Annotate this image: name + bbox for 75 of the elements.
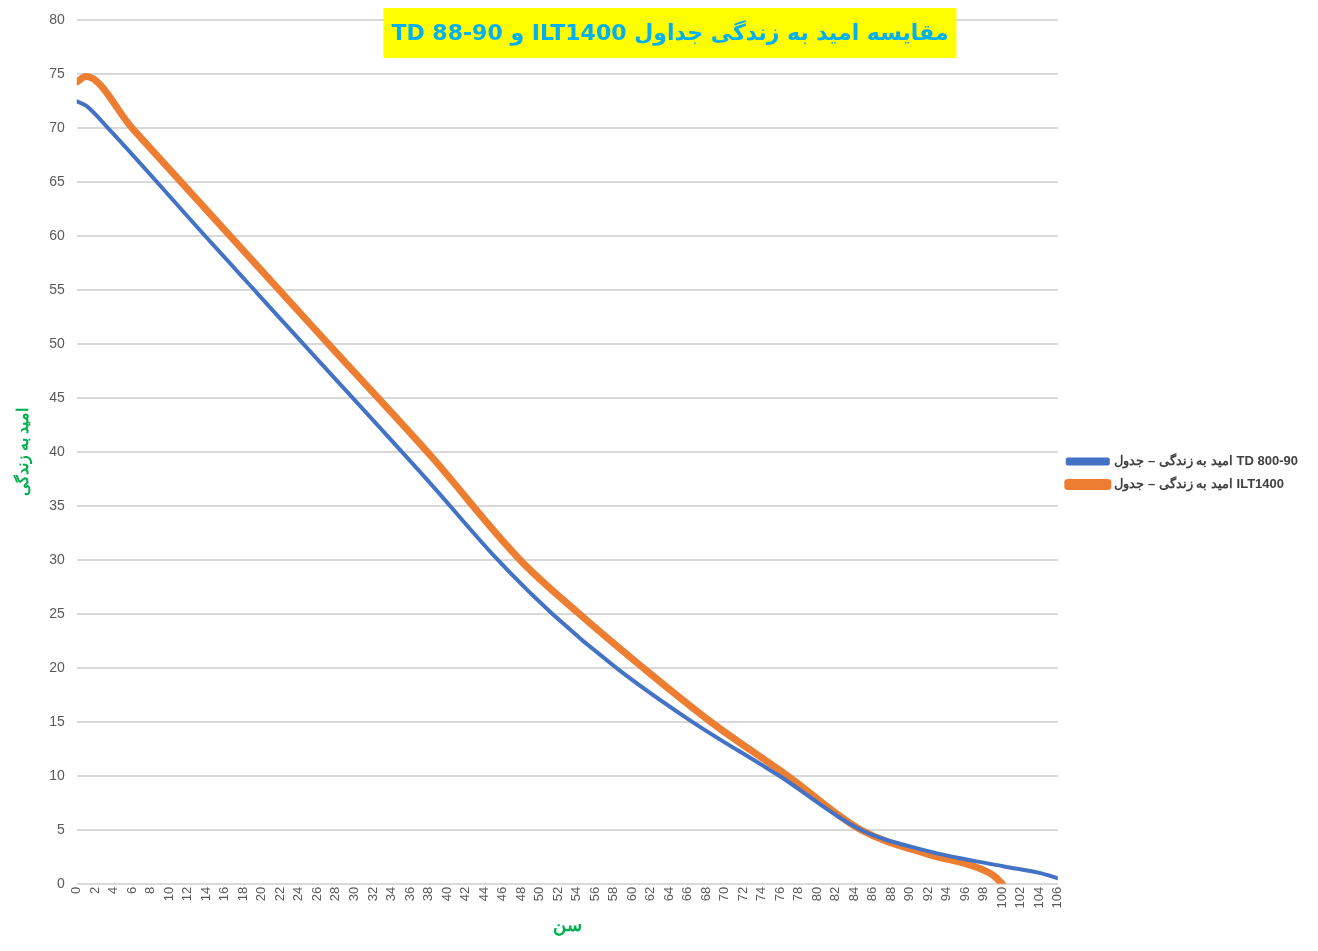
x-tick-label: 12 <box>179 886 195 902</box>
x-tick-label: 104 <box>1030 886 1046 909</box>
x-tick-label: 4 <box>105 886 121 894</box>
x-tick-label: 62 <box>642 886 658 902</box>
x-tick-label: 80 <box>808 886 824 902</box>
y-tick-label: 50 <box>49 335 65 351</box>
y-tick-label: 75 <box>49 65 65 82</box>
y-tick-label: 10 <box>49 766 65 783</box>
x-tick-label: 66 <box>679 886 695 902</box>
y-tick-label: 15 <box>49 712 65 729</box>
x-tick-label: 92 <box>919 886 935 902</box>
x-tick-label: 60 <box>623 886 639 902</box>
y-tick-label: 35 <box>49 496 65 513</box>
x-tick-label: 2 <box>86 886 102 894</box>
x-tick-label: 46 <box>494 886 510 902</box>
x-tick-label: 48 <box>512 886 528 902</box>
x-tick-label: 34 <box>383 886 399 902</box>
x-tick-label: 44 <box>475 886 491 902</box>
x-axis-title: سن <box>552 915 582 937</box>
x-tick-label: 90 <box>901 886 917 902</box>
x-tick-label: 82 <box>827 886 843 902</box>
y-tick-label: 20 <box>49 658 65 675</box>
x-tick-label: 106 <box>1049 886 1065 909</box>
x-tick-label: 58 <box>605 886 621 902</box>
x-tick-label: 32 <box>364 886 380 902</box>
y-tick-label: 5 <box>56 820 65 837</box>
y-tick-label: 45 <box>49 388 65 405</box>
x-tick-label: 76 <box>771 886 787 902</box>
x-tick-label: 72 <box>734 886 750 902</box>
y-tick-label: 30 <box>49 550 65 567</box>
x-tick-label: 24 <box>290 886 306 902</box>
x-tick-label: 22 <box>271 886 287 902</box>
x-tick-label: 36 <box>401 886 417 902</box>
y-tick-label: 25 <box>49 604 65 621</box>
x-tick-label: 56 <box>586 886 602 902</box>
x-tick-label: 54 <box>568 886 584 902</box>
legend-label: امید به زندگی – جدول TD 800-90 <box>1114 452 1299 470</box>
y-axis-title: امید به زندگی <box>13 407 34 497</box>
x-tick-label: 10 <box>160 886 176 902</box>
y-tick-label: 55 <box>49 281 65 298</box>
x-tick-label: 84 <box>845 886 861 902</box>
x-tick-label: 98 <box>975 886 991 902</box>
legend-label: امید به زندگی – جدول ILT1400 <box>1114 475 1285 493</box>
y-tick-label: 60 <box>49 227 65 244</box>
x-tick-label: 50 <box>531 886 547 902</box>
x-tick-label: 0 <box>68 886 84 894</box>
x-tick-label: 26 <box>308 886 324 902</box>
x-tick-label: 68 <box>697 886 713 902</box>
x-tick-label: 100 <box>993 886 1009 909</box>
x-tick-label: 78 <box>790 886 806 902</box>
x-tick-label: 14 <box>197 886 213 902</box>
x-tick-label: 30 <box>346 886 361 902</box>
y-tick-label: 70 <box>49 119 65 136</box>
x-tick-label: 74 <box>753 886 769 902</box>
x-tick-label: 52 <box>549 886 565 902</box>
y-tick-label: 65 <box>49 173 65 190</box>
x-tick-label: 86 <box>864 886 880 902</box>
y-tick-label: 40 <box>49 442 65 459</box>
x-tick-label: 96 <box>956 886 972 902</box>
y-tick-label: 80 <box>49 11 65 28</box>
x-tick-label: 64 <box>660 886 676 902</box>
x-tick-label: 70 <box>716 886 732 902</box>
x-tick-label: 8 <box>142 886 158 894</box>
x-tick-label: 94 <box>938 886 954 902</box>
x-tick-label: 42 <box>457 886 473 902</box>
x-tick-label: 102 <box>1012 886 1028 909</box>
x-tick-label: 38 <box>420 886 436 902</box>
x-tick-label: 20 <box>253 886 269 902</box>
x-tick-label: 16 <box>216 886 232 902</box>
x-tick-label: 6 <box>123 886 139 894</box>
chart-title: مقایسه امید به زندگی جداول ILT1400 و TD 88-90 <box>383 8 957 58</box>
x-tick-label: 18 <box>234 886 250 902</box>
x-tick-label: 28 <box>327 886 343 902</box>
x-tick-label: 88 <box>882 886 898 902</box>
x-tick-label: 40 <box>438 886 454 902</box>
